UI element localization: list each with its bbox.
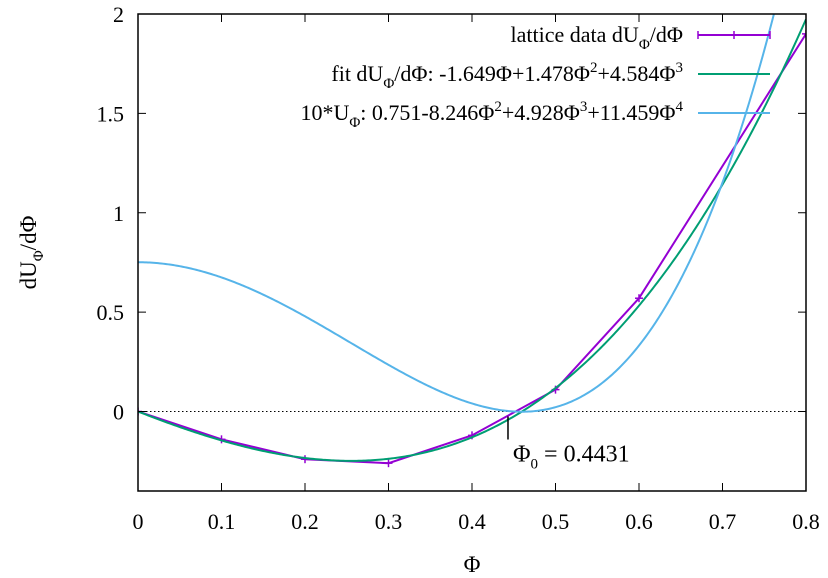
x-tick-label: 0.8	[792, 509, 820, 534]
x-tick-label: 0	[133, 509, 144, 534]
series-fit-line	[138, 18, 806, 462]
series-data-line	[138, 33, 806, 465]
legend: lattice data dUΦ/dΦ fit dUΦ/dΦ: -1.649Φ+1…	[300, 22, 771, 131]
y-tick-label: 1	[113, 201, 124, 226]
legend-label-potential: 10*UΦ: 0.751-8.246Φ2+4.928Φ3+11.459Φ4	[300, 99, 683, 131]
y-axis-label: dUΦ/dΦ	[16, 215, 47, 289]
curves	[138, 14, 806, 468]
x-tick-label: 0.1	[208, 509, 236, 534]
x-tick-label: 0.2	[291, 509, 319, 534]
x-tick-label: 0.7	[709, 509, 737, 534]
x-tick-label: 0.6	[625, 509, 653, 534]
legend-label-data: lattice data dUΦ/dΦ	[511, 22, 683, 53]
y-tick-label: 2	[113, 2, 124, 27]
x-tick-label: 0.5	[542, 509, 570, 534]
legend-label-fit: fit dUΦ/dΦ: -1.649Φ+1.478Φ2+4.584Φ3	[331, 60, 683, 92]
x-tick-label: 0.4	[458, 509, 486, 534]
y-tick-label: 0	[113, 400, 124, 425]
y-tick-label: 0.5	[97, 300, 125, 325]
x-axis-label: Φ	[464, 552, 481, 577]
x-tick-label: 0.3	[375, 509, 403, 534]
annotation-phi0: Φ0 = 0.4431	[513, 442, 630, 473]
y-tick-label: 1.5	[97, 101, 125, 126]
series-potential-line	[138, 14, 775, 413]
